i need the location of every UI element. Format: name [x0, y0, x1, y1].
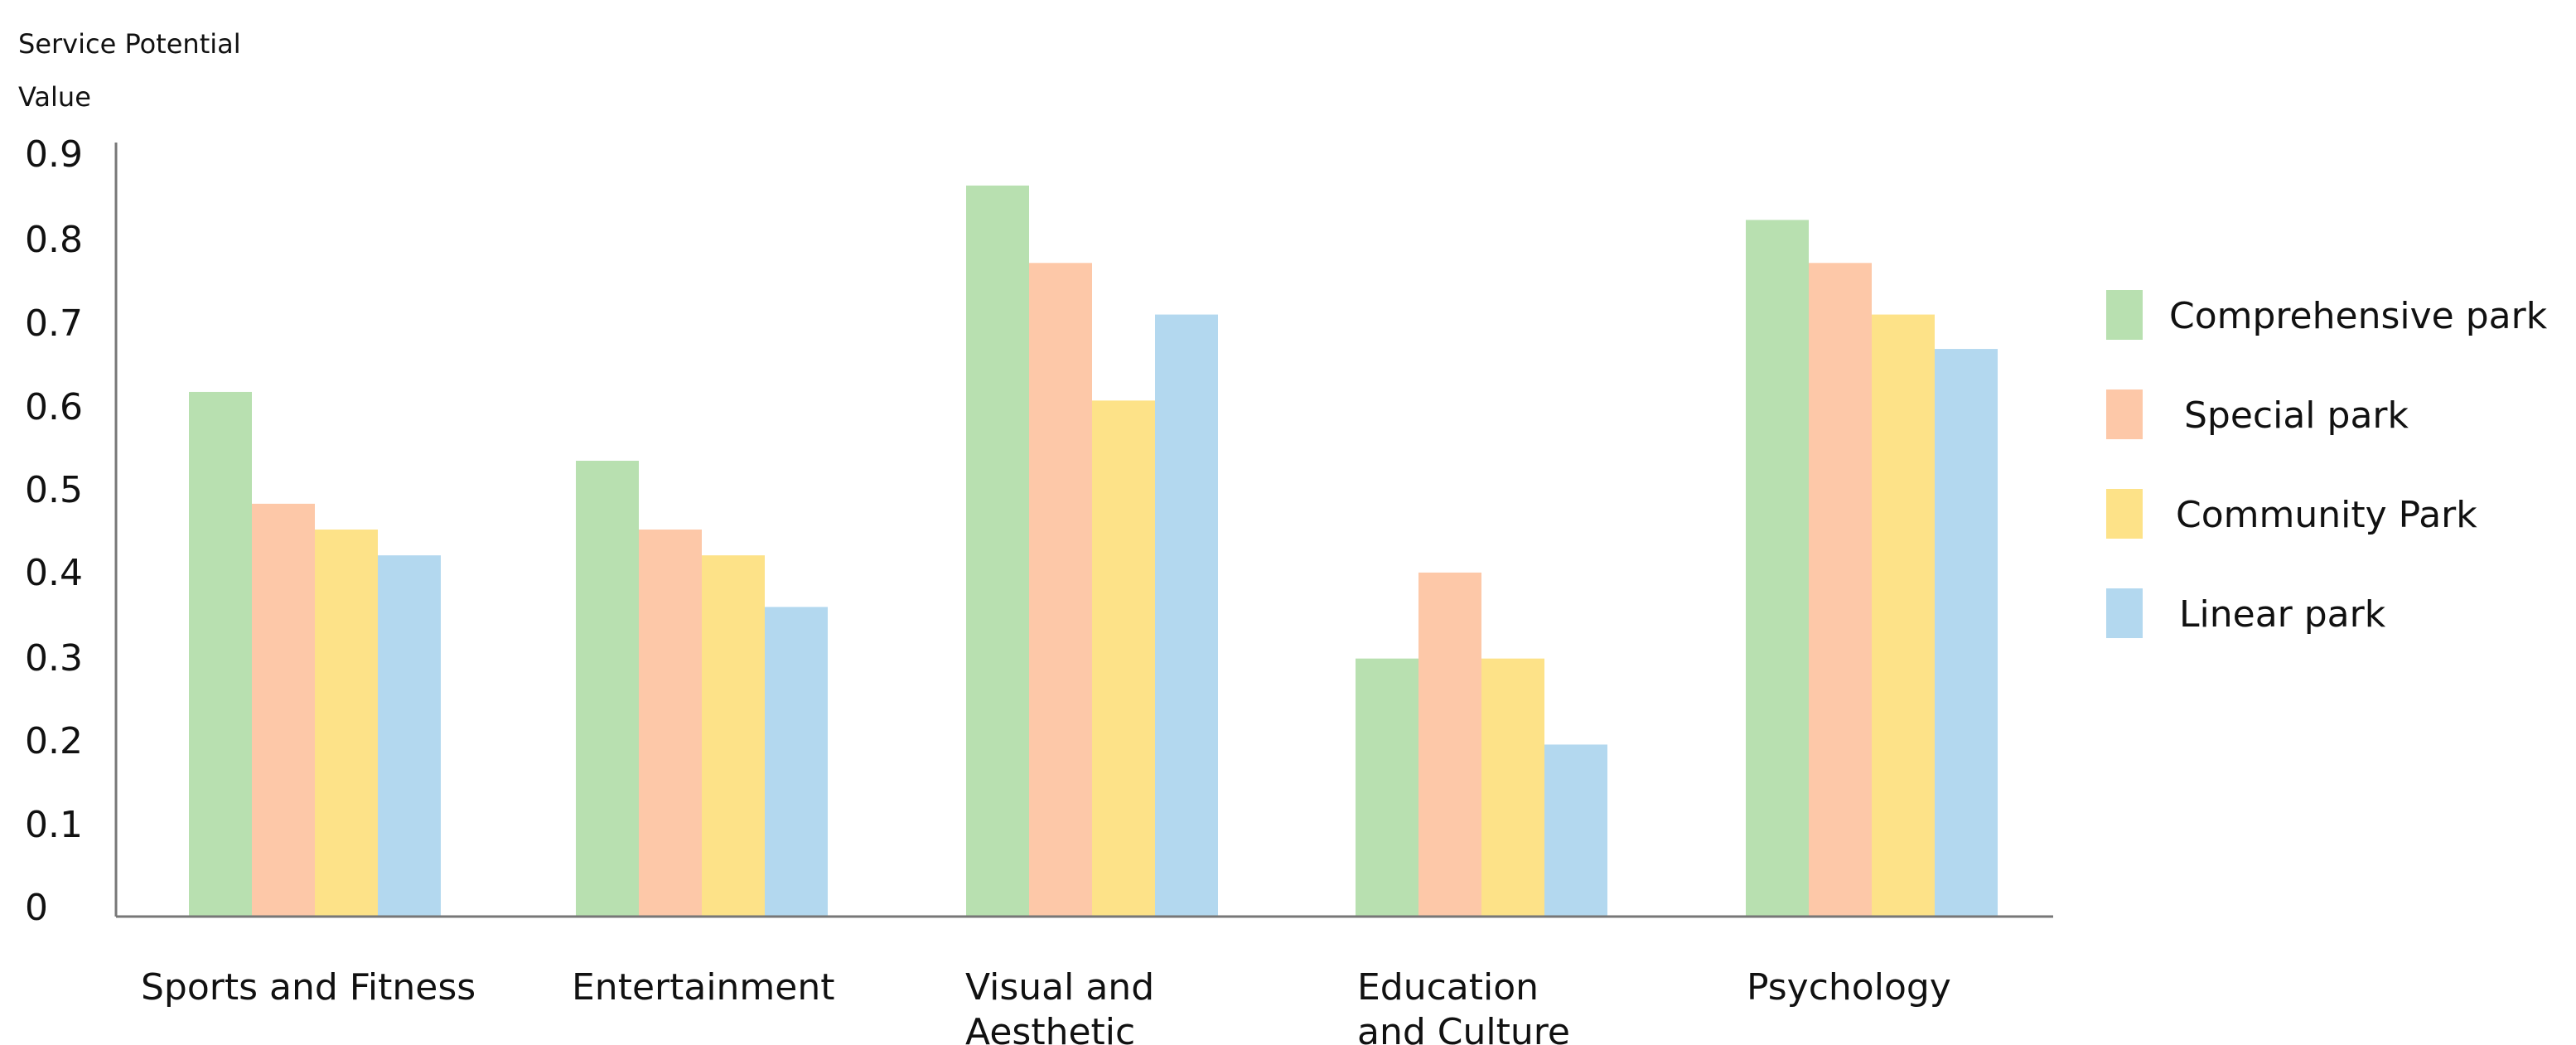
bar-special-park-0	[252, 503, 315, 917]
y-tick-label: 0.7	[25, 302, 83, 345]
legend-label: Comprehensive park	[2169, 295, 2548, 337]
legend-swatch	[2106, 489, 2143, 539]
x-category-label: Psychology	[1747, 966, 1951, 1009]
y-tick-label: 0.3	[25, 637, 83, 680]
x-category-label: Education	[1357, 966, 1539, 1009]
bar-special-park-3	[1418, 572, 1481, 917]
legend-swatch	[2106, 290, 2143, 340]
bar-special-park-1	[639, 530, 702, 917]
bar-comprehensive-park-1	[576, 460, 639, 917]
bar-linear-park-3	[1544, 744, 1607, 917]
bar-community-park-4	[1872, 314, 1935, 917]
bar-community-park-3	[1481, 658, 1544, 917]
y-axis-title-line-1: Service Potential	[18, 28, 241, 60]
bar-community-park-2	[1092, 400, 1155, 917]
y-tick-label: 0.4	[25, 552, 83, 594]
x-category-label: Sports and Fitness	[141, 966, 476, 1009]
bar-linear-park-1	[765, 607, 828, 917]
y-tick-label: 0.1	[25, 804, 83, 846]
y-axis-title: Service Potential Value	[18, 28, 241, 113]
legend-label: Community Park	[2176, 494, 2477, 536]
x-category-label: Entertainment	[572, 966, 835, 1009]
legend-label: Linear park	[2179, 593, 2386, 636]
y-tick-label: 0	[25, 887, 48, 929]
bars	[189, 185, 1998, 917]
bar-comprehensive-park-2	[966, 185, 1029, 917]
bar-comprehensive-park-4	[1746, 220, 1809, 917]
bar-community-park-0	[315, 530, 378, 917]
legend-swatch	[2106, 588, 2143, 638]
x-axis-category-labels: Sports and Fitness Entertainment Visual an…	[141, 966, 1951, 1045]
x-category-label: and Culture	[1357, 1011, 1570, 1045]
y-tick-label: 0.8	[25, 219, 83, 261]
bar-comprehensive-park-0	[189, 391, 252, 917]
bar-special-park-4	[1809, 263, 1872, 917]
bar-linear-park-2	[1155, 314, 1218, 917]
y-axis-ticks: 0 0.1 0.2 0.3 0.4 0.5 0.6 0.7 0.8 0.9	[25, 133, 83, 929]
y-tick-label: 0.6	[25, 386, 83, 428]
bar-comprehensive-park-3	[1356, 658, 1418, 917]
legend-swatch	[2106, 389, 2143, 439]
bar-community-park-1	[702, 555, 765, 917]
y-tick-label: 0.5	[25, 469, 83, 511]
axes	[114, 143, 2053, 918]
x-category-label: Visual and	[965, 966, 1154, 1009]
bar-linear-park-0	[378, 555, 441, 917]
legend-label: Special park	[2184, 394, 2409, 437]
y-tick-label: 0.2	[25, 720, 83, 762]
y-axis-title-line-2: Value	[18, 81, 91, 113]
bar-linear-park-4	[1935, 349, 1998, 917]
y-tick-label: 0.9	[25, 133, 83, 176]
x-category-label: Aesthetic	[965, 1011, 1135, 1045]
bar-special-park-2	[1029, 263, 1092, 917]
legend: Comprehensive park Special park Community …	[2106, 290, 2548, 638]
